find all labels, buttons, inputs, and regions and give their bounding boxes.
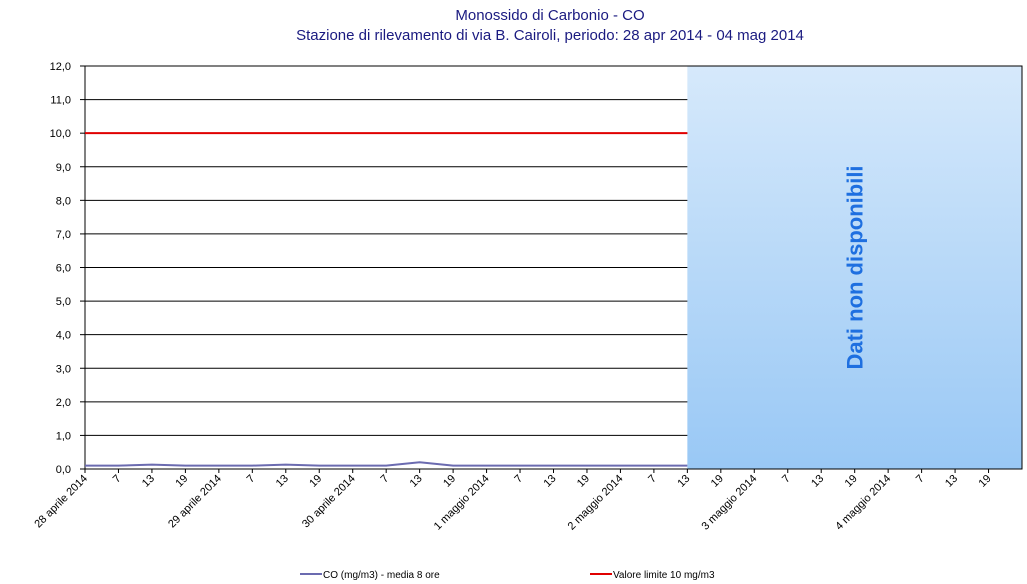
x-tick-label: 19 [173,473,190,490]
y-tick-label: 11,0 [50,95,71,107]
chart-title: Monossido di Carbonio - CO [455,7,644,24]
y-tick-label: 6,0 [56,263,71,275]
x-tick-label: 13 [541,473,558,490]
x-tick-label: 19 [977,473,994,490]
x-tick-label: 7 [914,473,927,486]
x-tick-label: 19 [843,473,860,490]
x-tick-label: 7 [512,473,525,486]
x-tick-label: 13 [140,473,157,490]
y-tick-label: 10,0 [50,128,71,140]
y-tick-label: 8,0 [56,195,71,207]
x-tick-label: 28 aprile 2014 [32,473,90,531]
x-tick-label: 7 [245,473,258,486]
y-tick-label: 12,0 [50,61,71,73]
y-tick-label: 2,0 [56,397,71,409]
y-tick-label: 3,0 [56,363,71,375]
x-tick-label: 13 [809,473,826,490]
y-tick-label: 1,0 [56,430,71,442]
x-tick-label: 19 [441,473,458,490]
x-tick-label: 19 [307,473,324,490]
x-tick-label: 13 [274,473,291,490]
chart-subtitle: Stazione di rilevamento di via B. Cairol… [296,27,804,44]
x-tick-label: 7 [646,473,659,486]
y-tick-label: 9,0 [56,162,71,174]
x-tick-label: 19 [709,473,726,490]
x-tick-label: 7 [111,473,124,486]
x-tick-label: 13 [675,473,692,490]
x-tick-label: 13 [943,473,960,490]
legend-label: CO (mg/m3) - media 8 ore [323,570,440,581]
x-tick-label: 7 [780,473,793,486]
legend-label: Valore limite 10 mg/m3 [613,570,715,581]
series-line [85,461,688,467]
unavailable-region [687,66,1022,469]
y-tick-label: 5,0 [56,296,71,308]
x-tick-label: 7 [378,473,391,486]
y-tick-label: 7,0 [56,229,71,241]
y-tick-label: 0,0 [56,464,71,476]
annotation: Dati non disponibili [843,165,868,369]
y-tick-label: 4,0 [56,330,71,342]
x-tick-label: 13 [408,473,425,490]
x-tick-label: 19 [575,473,592,490]
